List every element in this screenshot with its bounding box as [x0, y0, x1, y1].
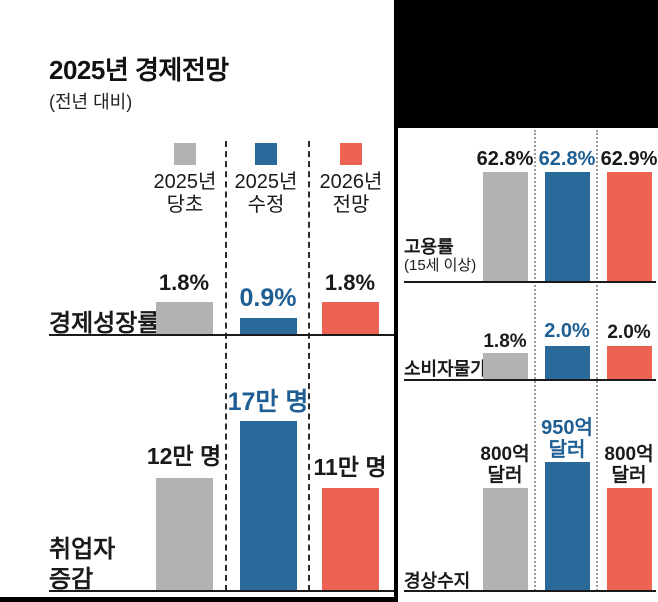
axis-line-account	[404, 590, 656, 592]
value-line: 800억	[604, 444, 654, 465]
value-label-cpi-forecast: 2.0%	[607, 322, 651, 343]
value-label-emprate-revised: 62.8%	[538, 148, 596, 170]
bar-cpi-forecast	[607, 346, 652, 379]
bar-emprate-forecast	[607, 172, 652, 281]
bar-account-revised	[545, 462, 590, 590]
bar-emprate-revised	[545, 172, 590, 281]
section-label-employment-change-line1: 취업자	[49, 536, 116, 563]
dashed-divider-left-2	[308, 141, 310, 591]
bar-growth-revised	[240, 318, 297, 334]
value-label-jobs-initial: 12만 명	[146, 443, 222, 469]
value-label-emprate-initial: 62.8%	[476, 148, 534, 170]
section-sublabel-employment-rate: (15세 이상)	[404, 257, 477, 274]
legend-label: 수정	[247, 194, 285, 216]
bar-cpi-initial	[483, 353, 528, 379]
left-panel-bottom-border	[0, 597, 398, 602]
legend-label: 2025년	[234, 171, 298, 193]
value-line: 800억	[480, 444, 530, 465]
bar-growth-initial	[156, 302, 213, 334]
legend-label: 전망	[332, 194, 370, 216]
value-label-account-initial: 800억 달러	[470, 444, 540, 486]
bar-jobs-forecast	[322, 488, 379, 590]
chart-subtitle: (전년 대비)	[49, 92, 133, 112]
bar-account-forecast	[607, 488, 652, 590]
legend-item-2026-forecast: 2026년 전망	[309, 143, 393, 217]
bar-emprate-initial	[483, 172, 528, 281]
legend-label: 2025년	[153, 171, 217, 193]
axis-line-cpi	[404, 379, 656, 381]
value-label-growth-initial: 1.8%	[158, 270, 210, 295]
value-line: 달러	[487, 465, 523, 486]
bar-jobs-revised	[240, 421, 297, 590]
black-header-block	[394, 0, 658, 128]
legend-label: 2026년	[319, 171, 383, 193]
panel-divider	[394, 0, 398, 602]
dashed-divider-left-1	[225, 141, 227, 591]
value-label-account-revised: 950억 달러	[532, 417, 602, 461]
legend-swatch-red	[340, 143, 362, 165]
value-label-cpi-revised: 2.0%	[544, 320, 590, 342]
section-label-cpi: 소비자물가	[404, 359, 487, 379]
value-label-cpi-initial: 1.8%	[483, 331, 527, 352]
dotted-divider-right-2	[596, 130, 598, 591]
bar-jobs-initial	[156, 478, 213, 590]
value-line: 달러	[611, 465, 647, 486]
chart-title: 2025년 경제전망	[49, 55, 229, 85]
legend-swatch-gray	[174, 143, 196, 165]
section-label-growth-rate: 경제성장률	[49, 310, 160, 337]
bar-cpi-revised	[545, 346, 590, 379]
section-label-employment-rate: 고용률	[404, 237, 454, 257]
bar-account-initial	[483, 488, 528, 590]
axis-line-emprate	[404, 281, 656, 283]
value-label-growth-forecast: 1.8%	[324, 270, 376, 295]
value-label-jobs-revised: 17만 명	[227, 388, 309, 416]
value-line: 달러	[548, 439, 586, 461]
section-label-employment-change-line2: 증감	[49, 566, 94, 593]
section-label-current-account: 경상수지	[404, 571, 471, 591]
legend-swatch-blue	[255, 143, 277, 165]
value-line: 950억	[541, 417, 593, 439]
axis-line-jobs	[49, 590, 394, 592]
value-label-growth-revised: 0.9%	[239, 284, 297, 312]
legend-item-2025-revised: 2025년 수정	[224, 143, 308, 217]
bar-growth-forecast	[322, 302, 379, 334]
value-label-jobs-forecast: 11만 명	[313, 454, 387, 480]
dotted-divider-right-1	[534, 130, 536, 591]
legend-item-2025-initial: 2025년 당초	[143, 143, 227, 217]
axis-line-growth	[49, 334, 394, 336]
value-label-emprate-forecast: 62.9%	[600, 148, 658, 170]
value-label-account-forecast: 800억 달러	[594, 444, 658, 486]
legend-label: 당초	[166, 194, 204, 216]
